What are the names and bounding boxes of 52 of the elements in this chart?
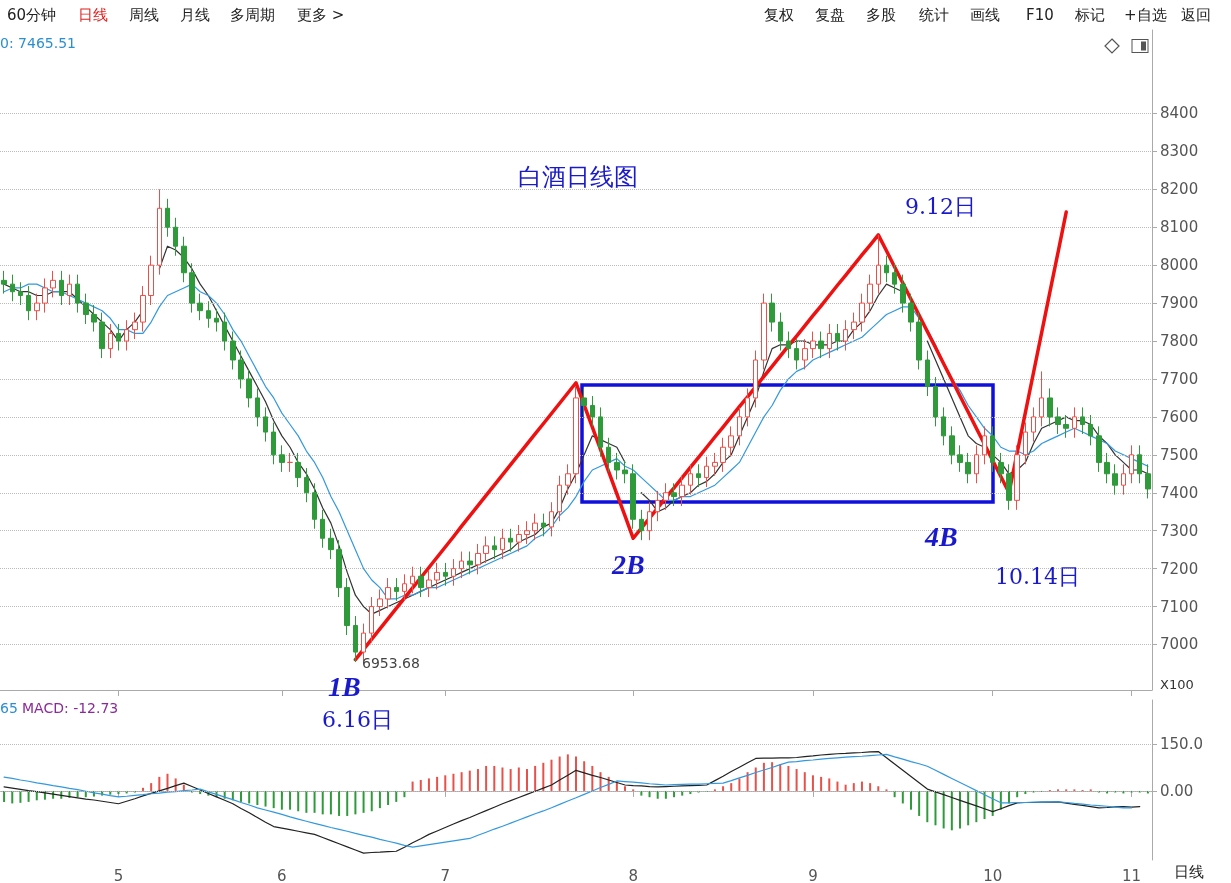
- annotation: MACD: -12.73: [22, 700, 119, 716]
- x-tick-label: 10: [983, 866, 1003, 883]
- y-tick-label: 7000: [1160, 635, 1199, 654]
- y-tick-label: 7400: [1160, 483, 1199, 502]
- x-tick-label: 8: [628, 866, 638, 883]
- y-tick-label: 8400: [1160, 104, 1199, 123]
- annotation: 2B: [611, 548, 645, 580]
- text: 多股: [866, 5, 896, 24]
- annotation: 10.14日: [995, 563, 1080, 589]
- text: 复盘: [815, 5, 845, 24]
- text: 周线: [129, 5, 159, 24]
- text: F10: [1026, 5, 1054, 24]
- text: 白酒日线图: [518, 163, 638, 191]
- annotation: 0: 7465.51: [0, 35, 76, 51]
- annotation: 65: [0, 700, 18, 716]
- x-tick-label: 5: [113, 866, 124, 883]
- y-tick-label: 7800: [1160, 332, 1199, 351]
- y-tick-label: 8000: [1160, 256, 1199, 275]
- y-tick-label: 8300: [1160, 142, 1199, 161]
- annotation: 4B: [924, 520, 958, 552]
- text: 复权: [764, 5, 794, 24]
- y-tick-label: 8200: [1160, 180, 1199, 199]
- y-tick-label: 7700: [1160, 369, 1199, 388]
- x-tick-label: 9: [808, 866, 818, 883]
- y-tick-label: 8100: [1160, 218, 1199, 237]
- text: 日线: [1174, 862, 1204, 881]
- text: 60分钟: [7, 5, 57, 24]
- annotation: 9.12日: [905, 193, 976, 219]
- y-tick-label: 7200: [1160, 559, 1199, 578]
- y-tick-label: 7900: [1160, 294, 1199, 313]
- x-tick-label: 6: [277, 866, 287, 883]
- annotation: 6.16日: [322, 706, 393, 732]
- text: 更多 >: [297, 5, 345, 24]
- x-tick-label: 11: [1122, 866, 1142, 883]
- x-tick-label: 7: [440, 866, 451, 883]
- annotation: 1B: [328, 670, 361, 702]
- y-tick-label: 7500: [1160, 445, 1199, 464]
- text: 标记: [1074, 5, 1105, 24]
- y-tick-label: 150.0: [1160, 735, 1203, 754]
- text: 月线: [180, 5, 210, 24]
- y-tick-label: 7100: [1160, 597, 1199, 616]
- text: 多周期: [230, 5, 275, 24]
- text: 日线: [78, 5, 108, 24]
- text: 返回: [1181, 5, 1211, 24]
- text: +自选: [1124, 5, 1167, 24]
- text: X100: [1160, 677, 1194, 692]
- text: 统计: [919, 5, 949, 24]
- y-tick-label: 7600: [1160, 407, 1199, 426]
- text: 画线: [970, 5, 1000, 24]
- y-tick-label: 0.00: [1160, 781, 1194, 800]
- annotation: 6953.68: [362, 655, 420, 671]
- y-tick-label: 7300: [1160, 521, 1199, 540]
